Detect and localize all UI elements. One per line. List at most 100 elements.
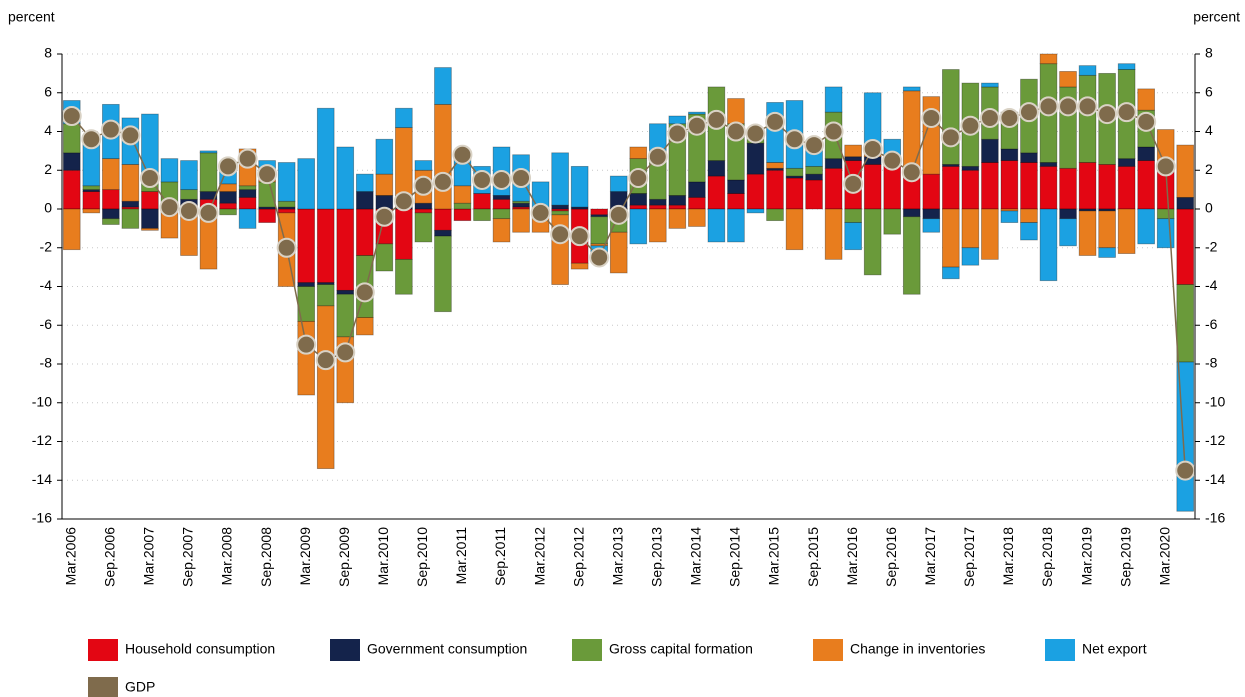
bar-segment [766,208,784,222]
bar-segment [981,162,999,210]
bar-segment [688,196,706,210]
gdp-point [784,129,805,150]
bar-segment [551,210,569,216]
gdp-point [452,144,473,165]
bar-segment [1098,247,1116,258]
legend-swatch [1045,639,1075,661]
bar-segment [649,204,667,210]
gdp-point [843,173,864,194]
bar-segment [922,218,941,233]
bar-segment [1156,208,1175,220]
x-tick-label: Mar.2016 [844,527,860,586]
gdp-point [315,350,336,371]
bar-segment [746,173,765,210]
bar-segment [1098,164,1116,210]
bar-segment [1117,63,1136,70]
x-tick-label: Mar.2019 [1078,527,1094,586]
labels: -16 -14 -12 -10 -8 -6 -4 -2 0 2 4 6 8 -16 -14 -12 -10 -8 -… [32,45,1225,697]
y2-tick-label: -4 [1205,277,1218,293]
bar-segment [121,200,140,208]
bar-segment [844,156,862,161]
bar-segment [961,208,980,249]
bar-segment [1176,284,1195,363]
bar-segment [277,208,296,214]
y2-tick-label: -16 [1205,510,1225,526]
x-tick-label: Sep.2014 [727,527,743,587]
gdp-point [511,168,532,188]
legend-label: Household consumption [125,641,275,657]
gdp-point [393,191,414,212]
bar-segment [1000,148,1019,161]
bar-segment [766,162,784,169]
bar-segment [922,208,941,220]
y2-axis-label: percent [1193,9,1240,25]
bar-segment [1039,208,1058,282]
bar-segment [180,160,198,191]
bar-segment [1039,165,1058,210]
bar-segment [414,212,433,243]
bar-segment [121,164,140,202]
bar-segment [512,202,530,208]
bar-segment [863,208,882,276]
bar-segment [82,208,101,214]
bar-segment [668,208,687,229]
bar-segment [180,189,198,200]
legend-swatch [572,639,602,661]
gdp-point [237,148,258,169]
bar-segment [1059,71,1077,88]
bar-segment [336,146,355,210]
x-tick-label: Mar.2009 [297,527,313,586]
bar-segment [1020,162,1038,210]
bar-segment [395,208,413,260]
gdp-point [354,282,375,303]
gdp-point [1077,96,1098,117]
bar-segment [668,204,687,210]
gdp-point [218,156,239,177]
gdp-point [686,115,707,136]
y2-tick-label: -10 [1205,393,1225,409]
gdp-point [120,125,141,146]
gdp-point [257,164,278,185]
bar-segment [942,69,960,165]
bar-segment [453,202,472,210]
bar-segment [453,208,472,222]
x-tick-label: Sep.2016 [883,527,899,587]
gdp-point [589,247,610,268]
x-tick-label: Sep.2007 [180,527,196,587]
y-tick-label: -14 [32,471,52,487]
bar-segment [297,208,315,284]
bar-segment [277,200,296,208]
bar-segment [824,208,843,260]
bar-segment [1098,210,1116,249]
bar-segment [258,208,276,223]
bar-segment [1078,162,1097,210]
bar-segment [902,208,921,218]
bar-segment [238,189,257,198]
legend-label: Net export [1082,641,1147,657]
bar-segment [199,150,218,154]
legend-label: Gross capital formation [609,641,753,657]
gdp-point [999,107,1020,128]
y-tick-label: -12 [32,432,52,448]
bar-segment [727,208,745,243]
bar-segment [375,173,394,196]
y2-tick-label: -6 [1205,316,1218,332]
bar-segment [1059,167,1077,210]
bar-segment [492,195,511,200]
bar-segment [102,208,120,220]
bar-segment [668,195,687,206]
bar-segment [414,208,433,214]
bar-segment [492,208,511,220]
gdp-point [471,169,492,190]
bar-segment [395,107,413,129]
bar-segment [473,193,491,210]
x-tick-label: Mar.2011 [453,527,469,585]
x-tick-label: Mar.2007 [141,527,157,586]
gdp-point [960,115,981,136]
legend-swatch [813,639,843,661]
bar-segment [824,158,843,169]
bar-segment [824,86,843,113]
bar-segment [62,169,81,210]
gdp-point [1097,104,1118,125]
